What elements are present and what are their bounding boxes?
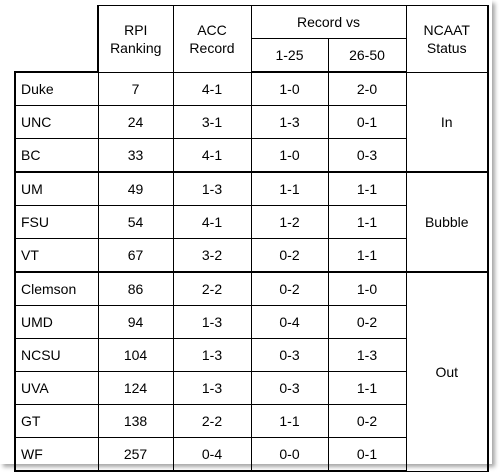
- data-cell: 1-3: [172, 171, 252, 206]
- team-cell: UNC: [14, 105, 99, 139]
- header-text: RPI Ranking: [110, 21, 162, 56]
- team-cell: WF: [14, 437, 99, 472]
- data-cell: 0-4: [250, 305, 329, 339]
- data-cell: 0-1: [327, 437, 407, 472]
- table-row: BC 33 4-1 1-0 0-3: [14, 138, 488, 173]
- data-cell: 86: [97, 271, 174, 306]
- table-row: VT 67 3-2 0-2 1-1: [14, 238, 488, 273]
- table-row: UMD 94 1-3 0-4 0-2: [14, 305, 488, 339]
- data-cell: 104: [97, 338, 174, 372]
- header-cell: 1-25: [250, 38, 329, 73]
- team-cell: FSU: [14, 205, 99, 239]
- data-cell: 1-3: [250, 105, 329, 139]
- frame: RPI Ranking ACC Record Record vs NCAAT S…: [14, 5, 489, 472]
- data-cell: 1-3: [172, 338, 252, 372]
- data-cell: 1-1: [327, 205, 407, 239]
- data-cell: 1-1: [250, 171, 329, 206]
- status-cell: Out: [405, 271, 489, 472]
- data-cell: 1-1: [250, 404, 329, 438]
- status-cell: Bubble: [405, 171, 489, 273]
- team-cell: UM: [14, 171, 99, 206]
- status-cell: In: [405, 71, 489, 173]
- data-cell: 0-3: [250, 371, 329, 405]
- standings-table: RPI Ranking ACC Record Record vs NCAAT S…: [14, 5, 489, 472]
- data-cell: 7: [97, 71, 174, 106]
- data-cell: 1-3: [327, 338, 407, 372]
- data-cell: 138: [97, 404, 174, 438]
- data-cell: 1-0: [250, 71, 329, 106]
- data-cell: 1-3: [172, 371, 252, 405]
- team-cell: Duke: [14, 71, 99, 106]
- data-cell: 24: [97, 105, 174, 139]
- data-cell: 0-2: [250, 271, 329, 306]
- data-cell: 0-1: [327, 105, 407, 139]
- data-cell: 4-1: [172, 71, 252, 106]
- header-cell: RPI Ranking: [97, 5, 174, 73]
- team-cell: NCSU: [14, 338, 99, 372]
- data-cell: 2-2: [172, 404, 252, 438]
- header-text: ACC Record: [189, 21, 235, 56]
- data-cell: 124: [97, 371, 174, 405]
- data-cell: 1-1: [327, 238, 407, 273]
- team-cell: UVA: [14, 371, 99, 405]
- data-cell: 1-3: [172, 305, 252, 339]
- data-cell: 67: [97, 238, 174, 273]
- data-cell: 257: [97, 437, 174, 472]
- table-row: NCSU 104 1-3 0-3 1-3: [14, 338, 488, 372]
- data-cell: 3-1: [172, 105, 252, 139]
- data-cell: 0-0: [250, 437, 329, 472]
- team-cell: VT: [14, 238, 99, 273]
- data-cell: 0-2: [250, 238, 329, 273]
- table-row: FSU 54 4-1 1-2 1-1: [14, 205, 488, 239]
- data-cell: 0-4: [172, 437, 252, 472]
- data-cell: 0-2: [327, 404, 407, 438]
- header-row: 1-25 26-50: [15, 38, 488, 73]
- header-cell: ACC Record: [172, 5, 252, 73]
- header-cell: 26-50: [327, 38, 407, 73]
- data-cell: 4-1: [172, 138, 252, 173]
- table-row: WF 257 0-4 0-0 0-1: [14, 437, 488, 472]
- data-cell: 49: [97, 171, 174, 206]
- team-cell: BC: [14, 138, 99, 173]
- team-cell: UMD: [14, 305, 99, 339]
- data-cell: 94: [97, 305, 174, 339]
- data-cell: 1-1: [327, 371, 407, 405]
- table-row: Duke 7 4-1 1-0 2-0 In: [14, 71, 489, 173]
- table-row: Clemson 86 2-2 0-2 1-0 Out: [14, 271, 489, 472]
- data-cell: 4-1: [172, 205, 252, 239]
- data-cell: 33: [97, 138, 174, 173]
- data-cell: 1-2: [250, 205, 329, 239]
- corner-cell: [15, 5, 99, 73]
- data-cell: 0-2: [327, 305, 407, 339]
- header-row: RPI Ranking ACC Record Record vs NCAAT S…: [15, 5, 489, 73]
- data-cell: 2-0: [327, 71, 407, 106]
- table-row: GT 138 2-2 1-1 0-2: [14, 404, 488, 438]
- data-cell: 1-0: [327, 271, 407, 306]
- header-text: NCAAT Status: [423, 21, 470, 56]
- team-cell: GT: [14, 404, 99, 438]
- header-cell: Record vs: [250, 5, 407, 39]
- data-cell: 2-2: [172, 271, 252, 306]
- data-cell: 0-3: [250, 338, 329, 372]
- data-cell: 0-3: [327, 138, 407, 173]
- team-cell: Clemson: [14, 271, 99, 306]
- data-cell: 1-0: [250, 138, 329, 173]
- table-body: RPI Ranking ACC Record Record vs NCAAT S…: [14, 5, 489, 472]
- table-row: UM 49 1-3 1-1 1-1 Bubble: [14, 171, 489, 273]
- header-cell: NCAAT Status: [405, 5, 489, 73]
- data-cell: 54: [97, 205, 174, 239]
- data-cell: 3-2: [172, 238, 252, 273]
- data-cell: 1-1: [327, 171, 407, 206]
- table-row: UNC 24 3-1 1-3 0-1: [14, 105, 488, 139]
